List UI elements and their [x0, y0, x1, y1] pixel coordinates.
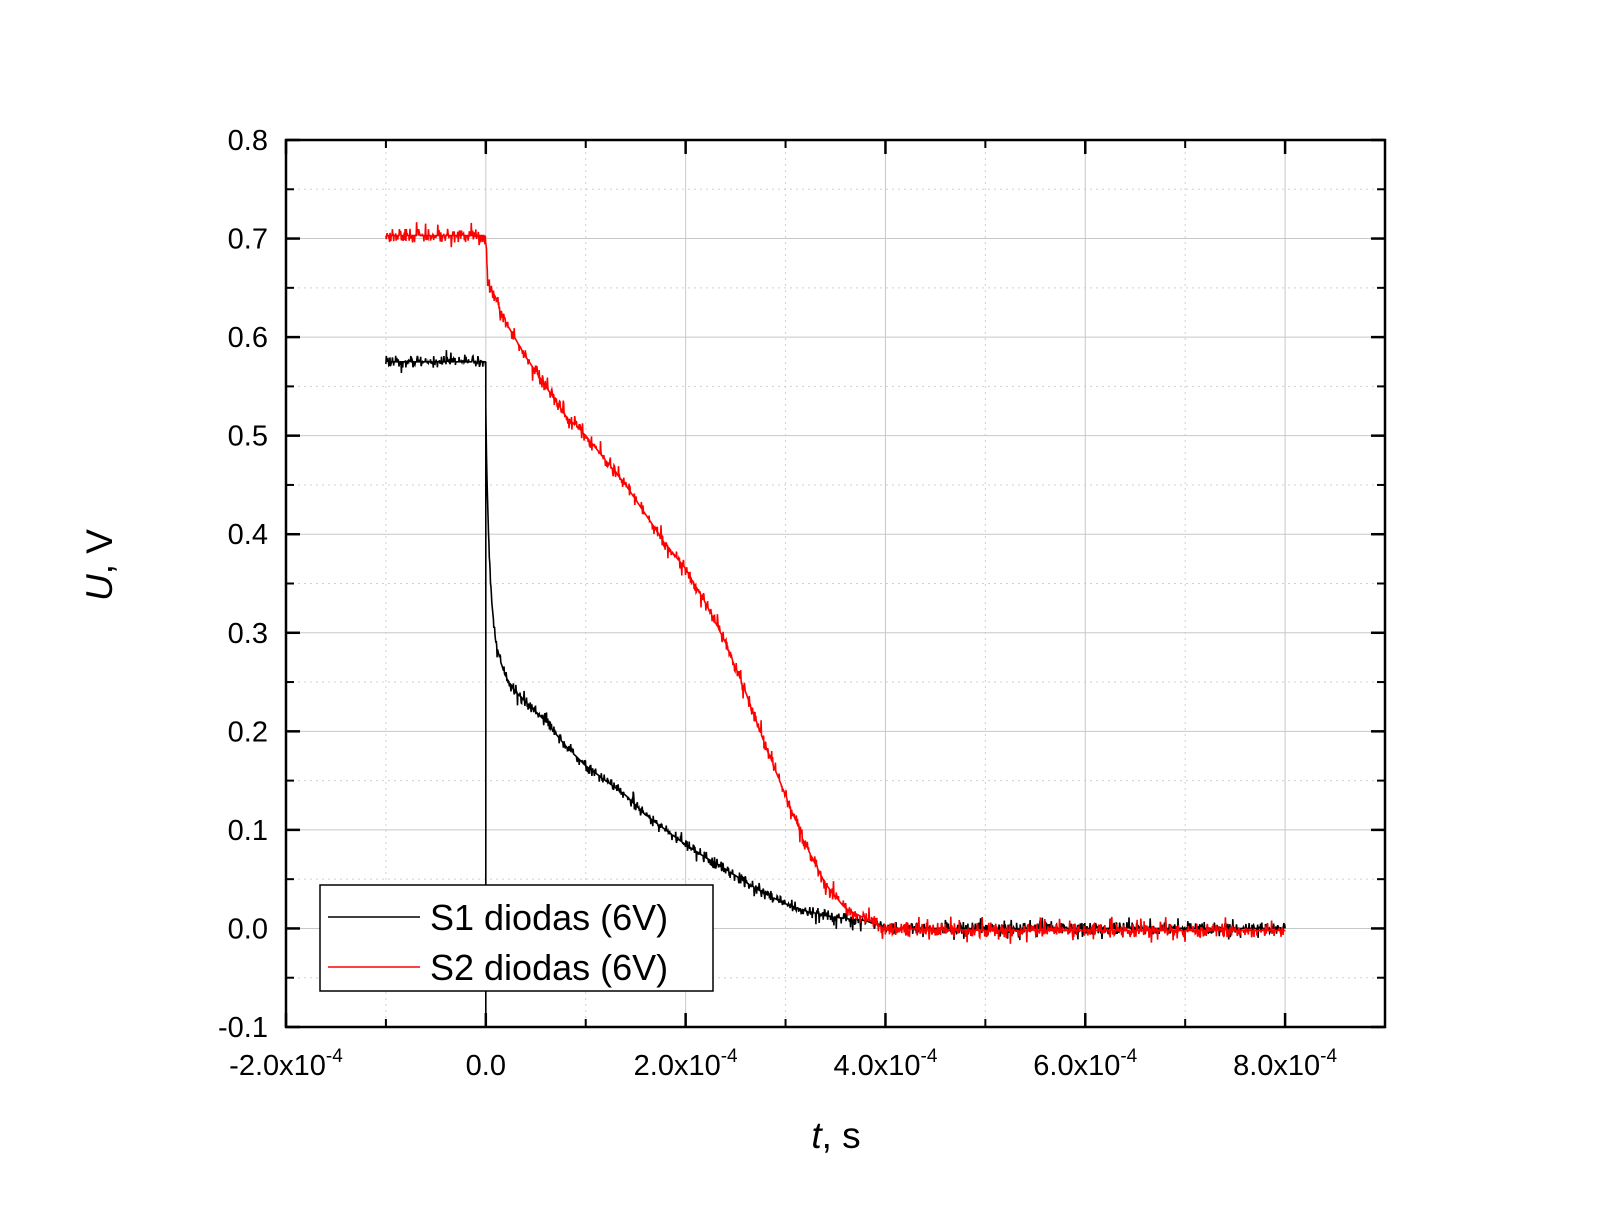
legend-label-s1: S1 diodas (6V): [430, 897, 668, 938]
x-tick-label: 4.0x10-4: [833, 1046, 937, 1082]
tick-marks: [284, 138, 1386, 1029]
y-tick-label: 0.8: [228, 125, 268, 157]
series-line-2: [385, 222, 1286, 944]
x-tick-label: 2.0x10-4: [634, 1046, 738, 1082]
y-axis-title: U, V: [79, 529, 120, 601]
x-axis-var: t: [811, 1115, 823, 1156]
y-tick-label: 0.2: [228, 716, 268, 748]
y-tick-label: 0.5: [228, 421, 268, 453]
y-tick-labels: -0.1 0.0 0.1 0.2 0.3 0.4 0.5 0.6 0.7 0.8: [218, 125, 268, 1044]
y-tick-label: 0.7: [228, 224, 268, 256]
y-tick-label: 0.4: [228, 519, 268, 551]
x-axis-title: t, s: [811, 1115, 860, 1156]
legend: S1 diodas (6V) S2 diodas (6V): [319, 884, 714, 992]
legend-label-s2: S2 diodas (6V): [430, 947, 668, 988]
y-tick-label: 0.0: [228, 913, 268, 945]
x-tick-label: 8.0x10-4: [1233, 1046, 1337, 1082]
y-axis-var: U: [79, 574, 120, 601]
x-tick-label: -2.0x10-4: [229, 1046, 343, 1082]
x-axis-unit: , s: [822, 1115, 861, 1156]
x-tick-labels: -2.0x10-4 0.0 2.0x10-4 4.0x10-4 6.0x10-4 8.0x…: [229, 1046, 1337, 1082]
minor-grid: [286, 140, 1385, 1027]
y-axis-unit: , V: [79, 529, 120, 575]
y-tick-label: 0.1: [228, 815, 268, 847]
x-tick-label: 6.0x10-4: [1033, 1046, 1137, 1082]
y-tick-label: 0.6: [228, 322, 268, 354]
y-tick-label: 0.3: [228, 618, 268, 650]
x-tick-label: 0.0: [466, 1050, 506, 1082]
legend-box: [319, 884, 714, 992]
y-tick-label: -0.1: [218, 1012, 268, 1044]
series-layer: [385, 222, 1286, 1027]
